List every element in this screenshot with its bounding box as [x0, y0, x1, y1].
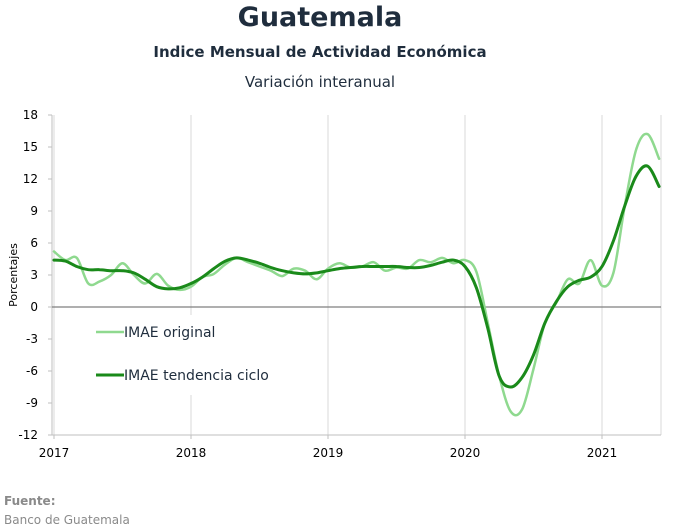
y-tick-label: 0: [30, 300, 38, 314]
y-tick-label: 15: [23, 140, 38, 154]
y-tick-label: -3: [26, 332, 38, 346]
y-tick-label: -6: [26, 364, 38, 378]
chart-subtitle: Indice Mensual de Actividad Económica: [153, 43, 487, 61]
y-tick-label: 6: [30, 236, 38, 250]
legend-label: IMAE original: [124, 325, 215, 341]
x-axis-ticks: 2017 2018 2019 2020 2021: [39, 435, 618, 460]
x-tick-label: 2019: [313, 446, 344, 460]
y-tick-label: -12: [18, 428, 38, 442]
chart-title: Guatemala: [237, 2, 403, 33]
source-label: Fuente:: [4, 494, 56, 508]
grid-lines: [53, 115, 662, 435]
legend-label: IMAE tendencia ciclo: [124, 368, 269, 384]
legend-box: [84, 315, 290, 395]
y-tick-label: 3: [30, 268, 38, 282]
series-line-imae-tendencia-ciclo: [52, 164, 661, 389]
x-tick-label: 2020: [450, 446, 481, 460]
y-axis-ticks: 18 15 12 9 6 3 0 -3 -6 -9 -12: [18, 108, 52, 442]
y-axis-label: Porcentajes: [7, 243, 20, 307]
y-tick-label: 9: [30, 204, 38, 218]
chart-subtitle-2: Variación interanual: [244, 73, 396, 91]
x-tick-label: 2018: [176, 446, 207, 460]
x-tick-label: 2021: [587, 446, 618, 460]
source-text: Banco de Guatemala: [4, 513, 130, 527]
imae-line-chart: 18 15 12 9 6 3 0 -3 -6 -9 -12 2017 2018 2019 2020 2021…: [7, 108, 662, 460]
y-tick-label: -9: [26, 396, 38, 410]
x-tick-label: 2017: [39, 446, 70, 460]
series-lines: [52, 132, 661, 417]
y-tick-label: 18: [23, 108, 38, 122]
y-tick-label: 12: [23, 172, 38, 186]
legend: IMAE original IMAE tendencia ciclo: [84, 315, 290, 395]
